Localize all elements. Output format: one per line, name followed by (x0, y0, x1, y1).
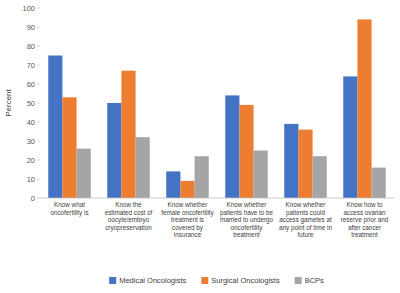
tick-label: 80 (27, 42, 35, 51)
bar (254, 151, 268, 199)
bar (284, 124, 298, 198)
chart-root: 0 10 20 30 40 50 60 70 80 90 100 Percent Know whaton… (0, 0, 400, 293)
category-label-line: Know how to (346, 201, 383, 208)
category-label-line: future (297, 231, 314, 238)
bar (107, 103, 121, 198)
category-label-line: Know what (54, 201, 85, 208)
tick-mark (37, 122, 40, 123)
tick-mark (37, 179, 40, 180)
bar (313, 156, 327, 198)
bars (48, 19, 385, 198)
bar (343, 76, 357, 198)
tick-label: 0 (31, 194, 35, 203)
tick-label: 70 (27, 61, 35, 70)
bar (180, 181, 194, 198)
tick-mark (37, 46, 40, 47)
legend-label: Medical Oncologists (119, 276, 186, 285)
legend-label: Surgical Oncologists (211, 276, 280, 285)
legend-swatch (295, 277, 302, 284)
category-label-line: estimated cost of (105, 209, 153, 216)
bar (225, 95, 239, 198)
tick-label: 40 (27, 118, 35, 127)
bar (121, 71, 135, 198)
tick-mark (37, 27, 40, 28)
category-label-line: Know whether (286, 201, 326, 208)
tick-label: 20 (27, 156, 35, 165)
category-label: Know how toaccess ovarianreserve prior a… (341, 201, 389, 238)
tick-mark (37, 65, 40, 66)
legend-label: BCPs (305, 276, 324, 285)
axis-title: Percent (4, 88, 13, 116)
bar (298, 130, 312, 198)
bar (136, 137, 150, 198)
bar (357, 19, 371, 198)
category-label-line: insurance (174, 231, 202, 238)
category-label-line: treatment (351, 231, 378, 238)
tick-mark (37, 8, 40, 9)
category-label-line: after cancer (348, 224, 381, 231)
tick-label: 50 (27, 99, 35, 108)
legend-swatch (201, 277, 208, 284)
tick-mark (37, 198, 40, 199)
bar (62, 97, 76, 198)
category-label: Know whetherpatients couldaccess gametes… (279, 201, 332, 238)
category-label: Know whatoncofertility is (50, 201, 88, 217)
tick-mark (37, 141, 40, 142)
tick-label: 10 (27, 175, 35, 184)
category-label-line: access ovarian (344, 209, 386, 216)
x-axis-line (40, 198, 394, 199)
legend-swatch (109, 277, 116, 284)
bar (239, 105, 253, 198)
category-label: Know whetherfemale oncofertilitytreatmen… (161, 201, 214, 238)
category-label-line: Know whether (168, 201, 208, 208)
category-label-line: Know the (115, 201, 142, 208)
chart: 0 10 20 30 40 50 60 70 80 90 100 Percent Know whaton… (0, 0, 400, 293)
category-label-line: treatment is (171, 216, 204, 223)
tick-label: 30 (27, 137, 35, 146)
legend: Medical Oncologists Surgical Oncologists B… (109, 276, 324, 285)
category-label-line: cryopreservation (105, 224, 152, 232)
category-label: Know whetherpatients have to bemarried t… (220, 201, 274, 238)
tick-mark (37, 84, 40, 85)
tick-mark (37, 103, 40, 104)
bar (166, 171, 180, 198)
bar (195, 156, 209, 198)
bar (77, 149, 91, 198)
tick-label: 60 (27, 80, 35, 89)
category-label-line: Know whether (227, 201, 267, 208)
tick-label: 90 (27, 23, 35, 32)
tick-label: 100 (22, 4, 35, 13)
category-label: Know theestimated cost ofoocyte/embryocr… (105, 201, 153, 232)
bar (372, 168, 386, 198)
bar (48, 56, 62, 199)
category-label-line: oncofertility is (50, 209, 88, 217)
category-label-line: treatment (233, 231, 260, 238)
tick-mark (37, 160, 40, 161)
